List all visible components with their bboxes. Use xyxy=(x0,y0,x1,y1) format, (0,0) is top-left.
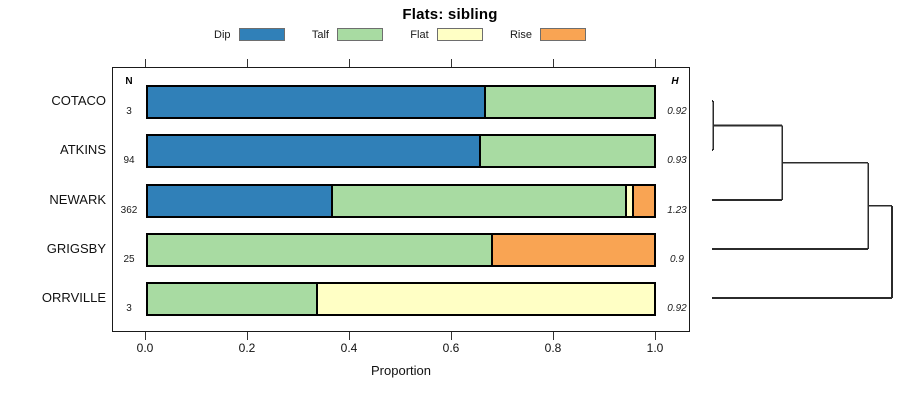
bar-grigsby xyxy=(146,233,656,267)
top-axis-ticks xyxy=(112,59,690,67)
legend-item-dip: Dip xyxy=(214,28,285,41)
axis-tick xyxy=(247,59,249,67)
n-value-cotaco: 3 xyxy=(126,106,132,117)
axis-tick xyxy=(349,59,351,67)
row-label-orrville: ORRVILLE xyxy=(41,290,106,305)
legend: Dip Talf Flat Rise xyxy=(214,27,586,42)
n-value-orrville: 3 xyxy=(126,303,132,314)
bottom-axis-ticks xyxy=(112,332,690,340)
n-value-atkins: 94 xyxy=(123,155,135,166)
row-label-newark: NEWARK xyxy=(49,192,106,207)
x-tick-label: 0.6 xyxy=(442,341,460,355)
n-column-header: N xyxy=(125,76,133,87)
cluster-dendrogram xyxy=(712,100,893,299)
axis-tick xyxy=(553,59,555,67)
x-tick-label: 0.0 xyxy=(136,341,154,355)
chart-title: Flats: sibling xyxy=(402,6,498,23)
x-axis-tick-labels: 0.0 0.2 0.4 0.6 0.8 1.0 xyxy=(112,341,690,355)
axis-tick xyxy=(349,332,351,340)
h-value-cotaco: 0.92 xyxy=(667,106,687,117)
legend-label-dip: Dip xyxy=(214,28,231,41)
legend-swatch-flat xyxy=(436,28,483,41)
h-value-newark: 1.23 xyxy=(667,205,687,216)
bar-cotaco xyxy=(146,85,656,119)
bar-segment-flat xyxy=(624,186,632,216)
axis-tick xyxy=(553,332,555,340)
n-value-newark: 362 xyxy=(120,205,138,216)
legend-swatch-rise xyxy=(539,28,586,41)
axis-tick xyxy=(145,332,147,340)
x-tick-label: 1.0 xyxy=(646,341,664,355)
axis-tick xyxy=(247,332,249,340)
row-label-atkins: ATKINS xyxy=(60,142,106,157)
legend-label-talf: Talf xyxy=(311,28,329,41)
bar-newark xyxy=(146,184,656,218)
row-label-cotaco: COTACO xyxy=(51,93,106,108)
row-label-grigsby: GRIGSBY xyxy=(46,241,106,256)
bar-segment-rise xyxy=(631,186,654,216)
bar-segment-dip xyxy=(148,186,331,216)
h-column-header: H xyxy=(671,76,679,87)
legend-label-flat: Flat xyxy=(410,28,429,41)
h-value-orrville: 0.92 xyxy=(667,303,687,314)
axis-tick xyxy=(145,59,147,67)
bar-segment-dip xyxy=(148,136,480,166)
bar-segment-dip xyxy=(148,87,485,117)
axis-tick xyxy=(655,59,657,67)
axis-tick xyxy=(655,332,657,340)
bar-orrville xyxy=(146,282,656,316)
h-value-grigsby: 0.9 xyxy=(670,254,684,265)
h-value-atkins: 0.93 xyxy=(667,155,687,166)
legend-swatch-dip xyxy=(238,28,285,41)
axis-tick xyxy=(451,59,453,67)
n-value-grigsby: 25 xyxy=(123,254,135,265)
bar-atkins xyxy=(146,134,656,168)
x-tick-label: 0.2 xyxy=(238,341,256,355)
legend-swatch-talf xyxy=(336,28,383,41)
legend-item-talf: Talf xyxy=(312,28,383,41)
legend-item-rise: Rise xyxy=(510,28,586,41)
bar-segment-talf xyxy=(148,284,316,314)
x-tick-label: 0.4 xyxy=(340,341,358,355)
x-tick-label: 0.8 xyxy=(544,341,562,355)
legend-item-flat: Flat xyxy=(410,28,483,41)
x-axis-title: Proportion xyxy=(371,363,431,378)
bar-segment-talf xyxy=(479,136,654,166)
bar-segment-flat xyxy=(315,284,654,314)
bar-segment-rise xyxy=(490,235,654,265)
bar-segment-talf xyxy=(148,235,491,265)
bar-segment-talf xyxy=(484,87,654,117)
plot-area: N H 3 94 362 25 3 0.92 0.93 1.23 0.9 0.9… xyxy=(112,67,690,332)
legend-label-rise: Rise xyxy=(509,28,532,41)
bar-segment-talf xyxy=(330,186,625,216)
axis-tick xyxy=(451,332,453,340)
